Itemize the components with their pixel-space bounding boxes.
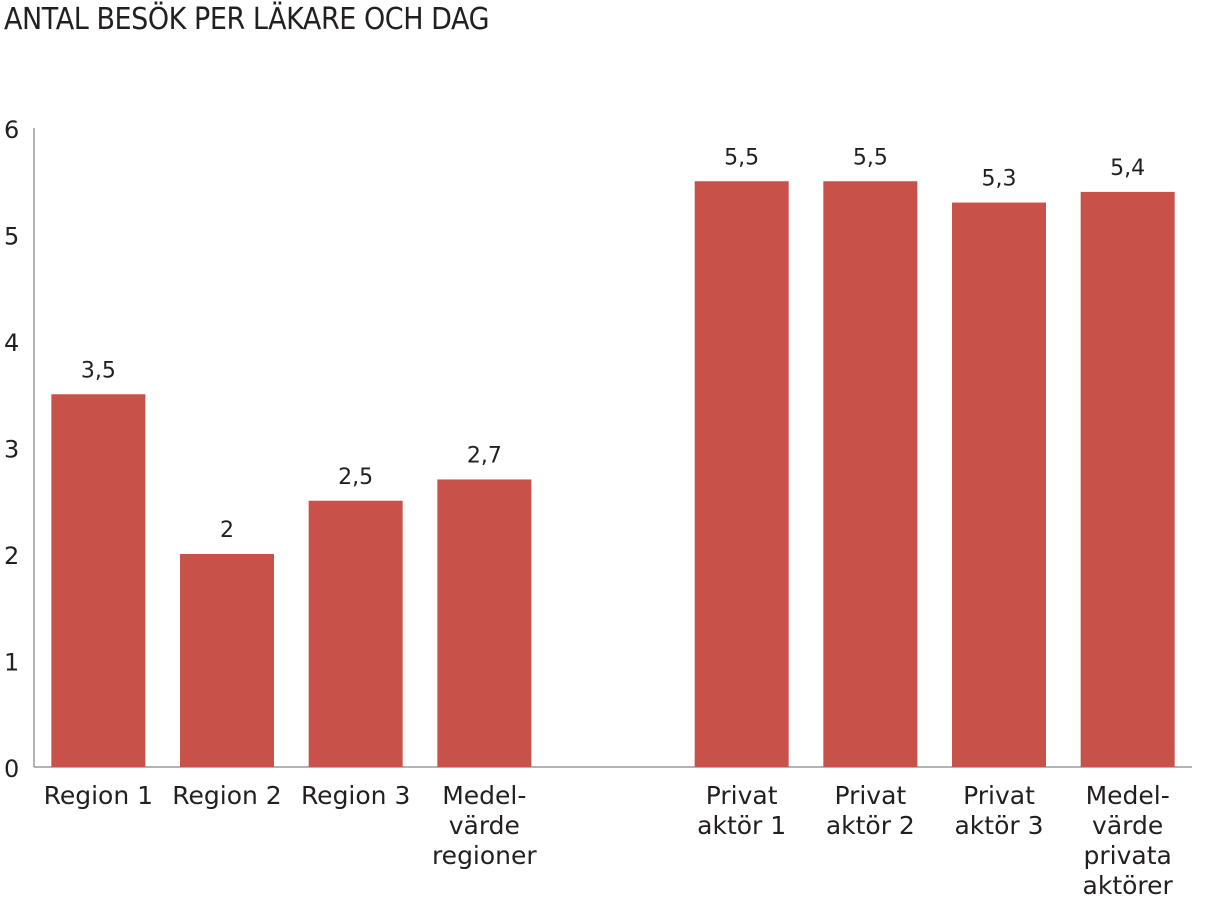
category-label-line: Privat — [706, 781, 778, 810]
category-label-line: privata — [1083, 841, 1171, 870]
category-label-line: Privat — [834, 781, 906, 810]
value-label: 5,3 — [982, 167, 1017, 192]
category-label: Medel-värde regioner — [432, 781, 537, 870]
category-label-line: aktör 1 — [697, 811, 786, 840]
value-labels: 3,5 2 2,5 2,7 5,5 5,5 5,3 5,4 — [81, 145, 1145, 543]
y-tick-label: 1 — [4, 649, 19, 677]
value-label: 5,5 — [853, 145, 888, 170]
value-label: 2,5 — [338, 465, 373, 490]
category-label-line: Region 3 — [301, 781, 410, 810]
category-label-line: aktör 3 — [954, 811, 1043, 840]
value-label: 5,4 — [1110, 156, 1145, 181]
category-label: Privat aktör 2 — [826, 781, 915, 840]
y-tick-label: 0 — [4, 755, 19, 783]
category-label-line: Region 1 — [44, 781, 153, 810]
bar — [437, 479, 532, 767]
value-label: 2 — [220, 518, 234, 543]
category-label: Medel-värde privata aktörer — [1083, 781, 1174, 900]
bar — [694, 181, 789, 767]
category-label: Region 1 — [44, 781, 153, 810]
category-label-line: värde — [1092, 811, 1163, 840]
value-label: 2,7 — [467, 443, 502, 468]
y-tick-label: 2 — [4, 542, 19, 570]
category-label-line: Medel- — [1086, 781, 1170, 810]
y-tick-label: 4 — [4, 329, 19, 357]
category-label-line: aktör 2 — [826, 811, 915, 840]
value-label: 5,5 — [724, 145, 759, 170]
category-label-line: aktörer — [1083, 871, 1174, 900]
chart-title: ANTAL BESÖK PER LÄKARE OCH DAG — [4, 2, 490, 37]
category-label-line: Medel- — [442, 781, 526, 810]
y-axis-ticks: 0 1 2 3 4 5 6 — [4, 116, 19, 783]
category-label: Privat aktör 1 — [697, 781, 786, 840]
value-label: 3,5 — [81, 358, 116, 383]
category-label-line: Privat — [963, 781, 1035, 810]
bar — [823, 181, 918, 767]
bar — [308, 500, 403, 767]
y-tick-label: 3 — [4, 436, 19, 464]
bar — [180, 554, 274, 767]
y-tick-label: 6 — [4, 116, 19, 144]
category-label: Privat aktör 3 — [954, 781, 1043, 840]
category-label-line: Region 2 — [172, 781, 281, 810]
bar — [952, 202, 1046, 768]
category-label-line: regioner — [432, 841, 537, 870]
category-label-line: värde — [449, 811, 520, 840]
y-tick-label: 5 — [4, 223, 19, 251]
bar — [1080, 191, 1175, 767]
category-label: Region 2 — [172, 781, 281, 810]
category-label: Region 3 — [301, 781, 410, 810]
category-labels: Region 1 Region 2 Region 3 Medel-värde regio… — [44, 781, 1174, 900]
bar — [51, 394, 146, 767]
chart-bars — [51, 181, 1175, 768]
